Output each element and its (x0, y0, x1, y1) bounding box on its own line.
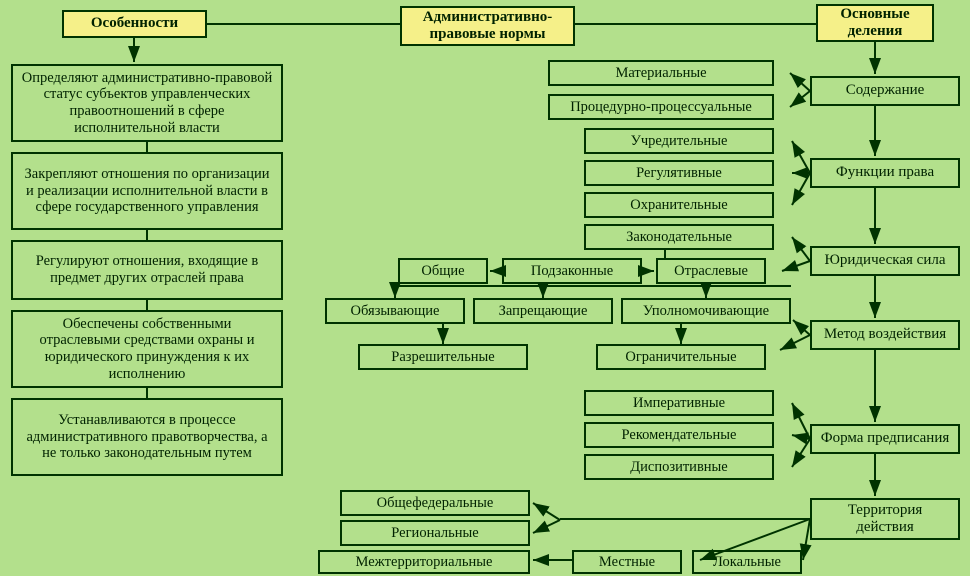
sub-obliging: Обязывающие (325, 298, 465, 324)
sub-dispositive: Диспозитивные (584, 454, 774, 480)
cat-content: Содержание (810, 76, 960, 106)
cat-method: Метод воздействия (810, 320, 960, 350)
sub-constituent: Учредительные (584, 128, 774, 154)
sub-regional: Региональные (340, 520, 530, 546)
sub-federal: Общефедеральные (340, 490, 530, 516)
sub-legislative: Законодательные (584, 224, 774, 250)
sub-branch: Отраслевые (656, 258, 766, 284)
sub-general: Общие (398, 258, 488, 284)
sub-restrictive: Ограничительные (596, 344, 766, 370)
feature-2: Закрепляют отношения по организации и ре… (11, 152, 283, 230)
sub-local: Местные (572, 550, 682, 574)
sub-advisory: Рекомендательные (584, 422, 774, 448)
sub-prohibiting: Запрещающие (473, 298, 613, 324)
header-divisions: Основныеделения (816, 4, 934, 42)
sub-permissive: Разрешительные (358, 344, 528, 370)
cat-functions: Функции права (810, 158, 960, 188)
feature-3: Регулируют отношения, входящие в предмет… (11, 240, 283, 300)
sub-sublegal: Подзаконные (502, 258, 642, 284)
feature-5: Устанавливаются в процессе административ… (11, 398, 283, 476)
cat-legal: Юридическая сила (810, 246, 960, 276)
sub-material: Материальные (548, 60, 774, 86)
sub-interterritorial: Межтерриториальные (318, 550, 530, 574)
cat-form: Форма предписания (810, 424, 960, 454)
cat-territory: Территориядействия (810, 498, 960, 540)
sub-protective: Охранительные (584, 192, 774, 218)
feature-4: Обеспечены собственными отраслевыми сред… (11, 310, 283, 388)
sub-procedural: Процедурно-процессуальные (548, 94, 774, 120)
header-features: Особенности (62, 10, 207, 38)
feature-1: Определяют административно-правовой стат… (11, 64, 283, 142)
sub-imperative: Императивные (584, 390, 774, 416)
sub-regulative: Регулятивные (584, 160, 774, 186)
sub-authorizing: Уполномочивающие (621, 298, 791, 324)
sub-regional2: Локальные (692, 550, 802, 574)
header-main: Административно-правовые нормы (400, 6, 575, 46)
